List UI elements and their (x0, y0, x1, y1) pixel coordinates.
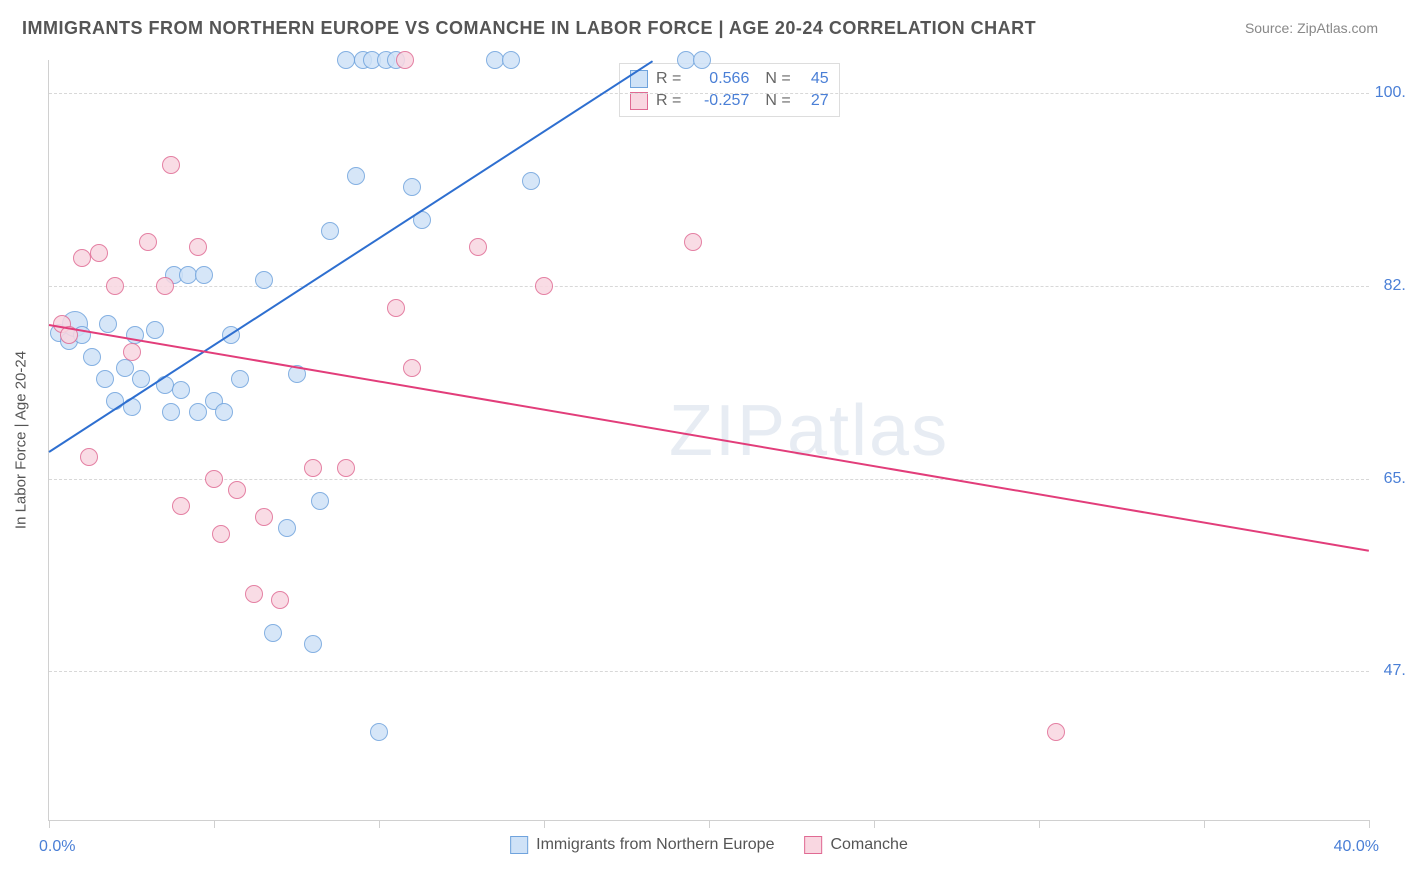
scatter-point (403, 359, 421, 377)
scatter-point (347, 167, 365, 185)
scatter-point (212, 525, 230, 543)
scatter-point (116, 359, 134, 377)
watermark: ZIPatlas (669, 390, 949, 472)
y-tick-label: 65.0% (1374, 470, 1406, 488)
scatter-point (123, 343, 141, 361)
scatter-point (278, 519, 296, 537)
scatter-point (264, 624, 282, 642)
scatter-point (486, 51, 504, 69)
scatter-point (96, 370, 114, 388)
scatter-point (73, 249, 91, 267)
x-tick (544, 820, 545, 828)
x-tick (1369, 820, 1370, 828)
x-tick (709, 820, 710, 828)
legend-series-name: Immigrants from Northern Europe (536, 836, 774, 854)
y-tick-label: 47.5% (1374, 662, 1406, 680)
scatter-point (228, 481, 246, 499)
scatter-point (337, 51, 355, 69)
scatter-point (106, 277, 124, 295)
scatter-point (146, 321, 164, 339)
scatter-point (535, 277, 553, 295)
y-axis-title: In Labor Force | Age 20-24 (13, 351, 30, 529)
scatter-point (1047, 723, 1065, 741)
gridline (49, 671, 1369, 672)
scatter-point (311, 492, 329, 510)
legend-swatch (510, 836, 528, 854)
y-tick-label: 100.0% (1374, 84, 1406, 102)
scatter-point (162, 156, 180, 174)
scatter-point (693, 51, 711, 69)
gridline (49, 93, 1369, 94)
scatter-point (156, 277, 174, 295)
scatter-point (321, 222, 339, 240)
scatter-point (370, 723, 388, 741)
scatter-point (469, 238, 487, 256)
legend-r-label: R = (656, 92, 681, 110)
legend-item: Comanche (804, 836, 907, 854)
y-tick-label: 82.5% (1374, 277, 1406, 295)
scatter-point (172, 381, 190, 399)
scatter-point (139, 233, 157, 251)
scatter-point (502, 51, 520, 69)
legend-swatch (630, 92, 648, 110)
legend-n-value: 27 (799, 92, 829, 110)
legend-r-label: R = (656, 70, 681, 88)
scatter-point (271, 591, 289, 609)
legend-n-label: N = (765, 92, 790, 110)
gridline (49, 286, 1369, 287)
legend-r-value: 0.566 (689, 70, 749, 88)
scatter-point (172, 497, 190, 515)
gridline (49, 479, 1369, 480)
scatter-point (189, 238, 207, 256)
scatter-point (403, 178, 421, 196)
x-axis-label-max: 40.0% (1334, 838, 1379, 856)
scatter-point (304, 635, 322, 653)
scatter-point (522, 172, 540, 190)
scatter-point (245, 585, 263, 603)
x-tick (1204, 820, 1205, 828)
x-tick (49, 820, 50, 828)
scatter-point (387, 299, 405, 317)
scatter-point (205, 470, 223, 488)
legend-n-label: N = (765, 70, 790, 88)
scatter-point (396, 51, 414, 69)
scatter-point (677, 51, 695, 69)
legend-stat-row: R = 0.566 N = 45 (630, 68, 829, 90)
x-tick (379, 820, 380, 828)
scatter-point (90, 244, 108, 262)
x-tick (214, 820, 215, 828)
scatter-point (255, 271, 273, 289)
scatter-point (255, 508, 273, 526)
source-text: Source: ZipAtlas.com (1245, 20, 1378, 36)
scatter-point (215, 403, 233, 421)
scatter-point (162, 403, 180, 421)
x-tick (874, 820, 875, 828)
scatter-point (337, 459, 355, 477)
trend-line (48, 60, 653, 453)
legend-stats: R = 0.566 N = 45 R = -0.257 N = 27 (619, 63, 840, 117)
legend-series-name: Comanche (830, 836, 907, 854)
scatter-point (83, 348, 101, 366)
scatter-point (179, 266, 197, 284)
scatter-point (195, 266, 213, 284)
scatter-point (304, 459, 322, 477)
scatter-point (684, 233, 702, 251)
x-axis-label-min: 0.0% (39, 838, 75, 856)
legend-bottom: Immigrants from Northern Europe Comanche (510, 836, 908, 854)
scatter-point (80, 448, 98, 466)
scatter-point (189, 403, 207, 421)
plot-area: In Labor Force | Age 20-24 0.0% 40.0% ZI… (48, 60, 1369, 821)
legend-r-value: -0.257 (689, 92, 749, 110)
legend-swatch (804, 836, 822, 854)
trend-line (49, 324, 1369, 552)
legend-item: Immigrants from Northern Europe (510, 836, 774, 854)
scatter-point (99, 315, 117, 333)
x-tick (1039, 820, 1040, 828)
chart-title: IMMIGRANTS FROM NORTHERN EUROPE VS COMAN… (22, 18, 1036, 39)
scatter-point (231, 370, 249, 388)
legend-n-value: 45 (799, 70, 829, 88)
